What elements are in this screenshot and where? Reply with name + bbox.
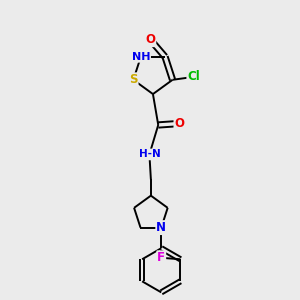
Text: NH: NH [132, 52, 150, 62]
Text: Cl: Cl [188, 70, 200, 83]
Text: O: O [145, 33, 155, 46]
Text: F: F [157, 251, 165, 264]
Text: H-N: H-N [139, 149, 160, 159]
Text: S: S [129, 73, 138, 86]
Text: N: N [156, 221, 166, 234]
Text: O: O [174, 117, 184, 130]
